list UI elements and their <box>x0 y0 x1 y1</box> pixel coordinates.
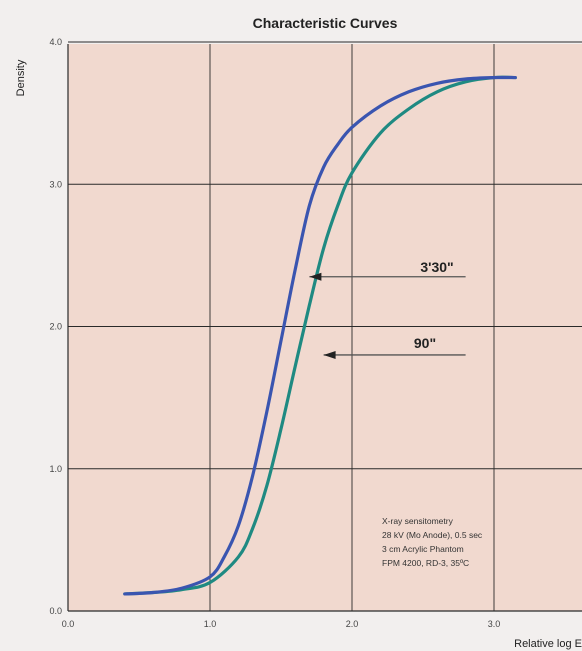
note-line: 3 cm Acrylic Phantom <box>382 544 464 554</box>
curves <box>123 75 517 596</box>
annotation-label-90s: 90" <box>414 335 436 351</box>
y-tick-label: 3.0 <box>49 179 62 189</box>
x-tick-label: 1.0 <box>204 619 217 629</box>
grid <box>67 41 582 612</box>
series-line-3m30s <box>123 75 517 596</box>
note-line: FPM 4200, RD-3, 35ºC <box>382 558 469 568</box>
annotation-arrows <box>309 272 466 359</box>
x-tick-label: 3.0 <box>488 619 501 629</box>
annotation-label-3m30s: 3'30" <box>420 259 453 275</box>
x-axis-label: Relative log E <box>514 638 582 650</box>
conditions-note: X-ray sensitometry 28 kV (Mo Anode), 0.5… <box>382 516 483 568</box>
y-tick-label: 2.0 <box>49 322 62 332</box>
chart-title: Characteristic Curves <box>253 15 398 31</box>
y-tick-label: 0.0 <box>49 606 62 616</box>
plot-area <box>68 44 582 611</box>
series-line-90s <box>123 75 517 596</box>
x-tick-label: 2.0 <box>346 619 359 629</box>
annotation-arrowhead <box>323 350 336 359</box>
note-line: 28 kV (Mo Anode), 0.5 sec <box>382 530 483 540</box>
x-tick-label: 0.0 <box>62 619 75 629</box>
tick-labels: 0.0 1.0 2.0 3.0 0.0 1.0 2.0 3.0 4.0 <box>49 37 500 629</box>
y-tick-label: 1.0 <box>49 464 62 474</box>
y-axis-label: Density <box>15 59 27 96</box>
note-line: X-ray sensitometry <box>382 516 454 526</box>
y-tick-label: 4.0 <box>49 37 62 47</box>
annotation-arrowhead <box>309 272 322 281</box>
